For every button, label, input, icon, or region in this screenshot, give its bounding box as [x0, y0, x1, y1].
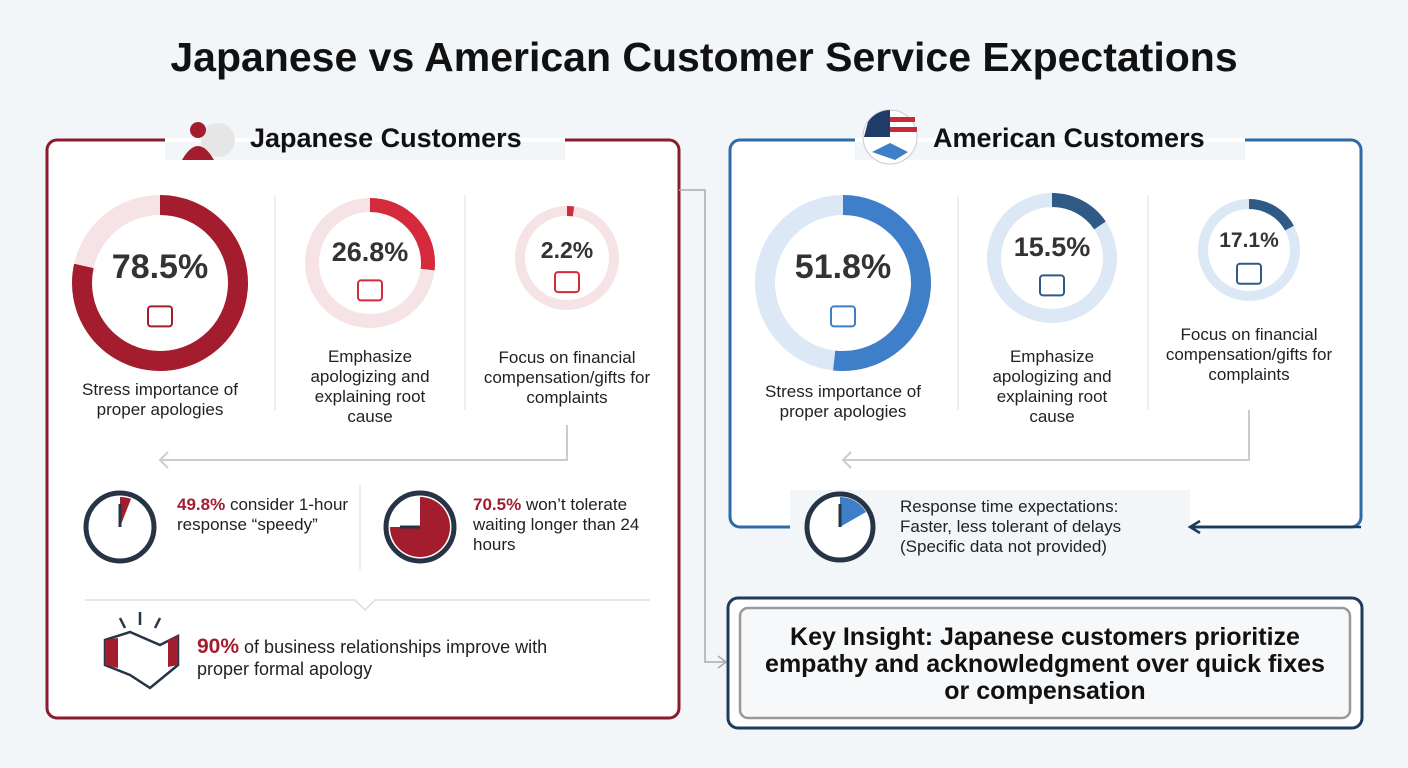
donut-icon [830, 305, 856, 328]
clock-icon [83, 490, 157, 564]
stat-value: 49.8% [177, 495, 226, 514]
donut-arc [1248, 199, 1294, 231]
title: Japanese vs American Customer Service Ex… [170, 34, 1238, 80]
donut-label: Focus on financial compensation/gifts fo… [483, 348, 651, 407]
donut-value: 26.8% [331, 236, 409, 267]
insight-text: Key Insight: Japanese customers prioriti… [765, 623, 1325, 705]
stat-text: won’t tolerate waiting longer than 24 ho… [473, 495, 640, 554]
panel-heading: American Customers [933, 123, 1205, 153]
american-icon [862, 109, 918, 165]
clock-icon [804, 491, 876, 563]
donut-value: 78.5% [111, 247, 209, 286]
japanese-panel [45, 138, 681, 720]
stat-value: 70.5% [473, 495, 522, 514]
heading-gap [165, 138, 565, 142]
donut-icon [357, 279, 383, 302]
donut-label: Focus on financial compensation/gifts fo… [1165, 325, 1333, 384]
relationship-stat: 90% of business relationships improve wi… [197, 636, 597, 680]
donut-label: Emphasize apologizing and explaining roo… [992, 347, 1112, 426]
donut-arc [833, 195, 931, 371]
donut-icon [147, 305, 173, 328]
connector [841, 410, 1250, 469]
japanese-icon [182, 122, 235, 160]
donut-arc [72, 195, 248, 371]
donut-arc [1051, 193, 1106, 230]
insight-inner [738, 606, 1352, 720]
donut-label: Stress importance of proper apologies [82, 380, 238, 419]
connector [158, 425, 568, 469]
clock-icon [383, 490, 457, 564]
stat-value: 90% [197, 635, 240, 658]
donut-icon [554, 271, 580, 294]
response-stat: 49.8% consider 1-hour response “speedy” [177, 495, 352, 535]
stat-text: of business relationships improve with p… [197, 637, 548, 679]
heading-gap [855, 138, 1245, 142]
donut-value: 51.8% [794, 247, 892, 286]
stat-text: consider 1-hour response “speedy” [177, 495, 349, 534]
donut-value: 2.2% [540, 236, 594, 263]
donut-label: Stress importance of proper apologies [765, 382, 921, 421]
response-text: Response time expectations: Faster, less… [900, 497, 1122, 556]
donut-value: 17.1% [1219, 229, 1279, 253]
donut-icon [1236, 262, 1262, 285]
donut-label: Emphasize apologizing and explaining roo… [310, 347, 430, 426]
donut-arc [369, 198, 435, 271]
response-stat: 70.5% won’t tolerate waiting longer than… [473, 495, 658, 555]
donut-value: 15.5% [1013, 231, 1091, 262]
divider [85, 599, 650, 612]
donut-icon [1039, 274, 1065, 297]
connector [679, 189, 728, 669]
arrow [1187, 519, 1361, 535]
handshake-icon [103, 612, 180, 690]
panel-heading: Japanese Customers [250, 123, 522, 153]
